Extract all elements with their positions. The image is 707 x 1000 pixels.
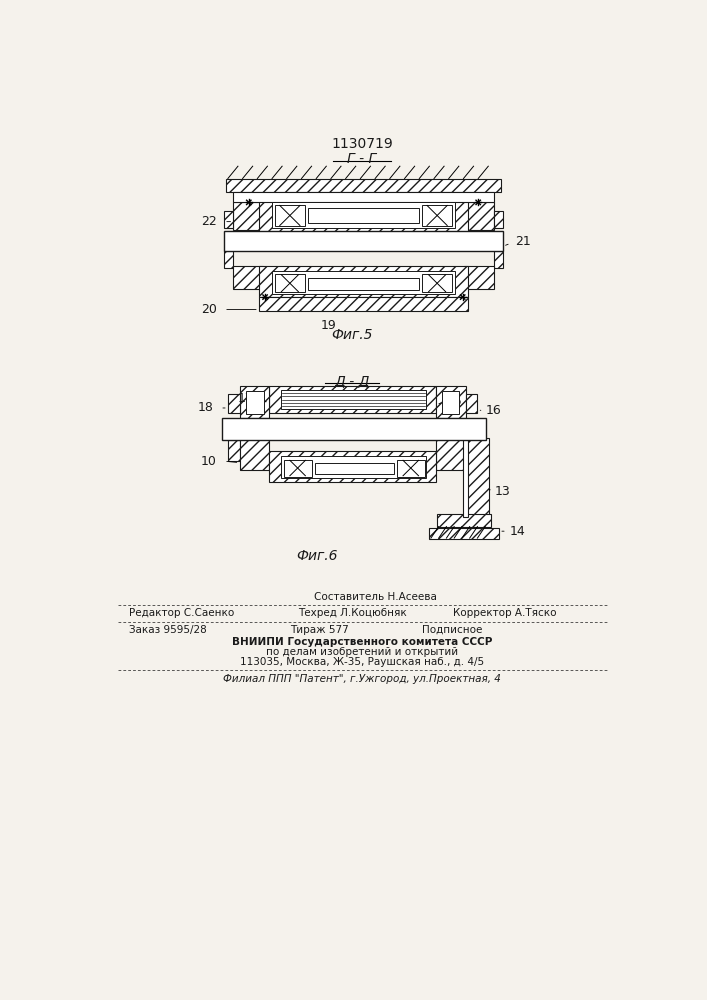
Bar [228, 440, 240, 461]
Bar [233, 192, 493, 202]
Bar [308, 278, 419, 290]
Text: 15: 15 [446, 395, 462, 408]
Text: Г - Г: Г - Г [347, 152, 377, 166]
Bar [272, 271, 455, 294]
Bar [308, 208, 419, 223]
Bar [224, 211, 233, 228]
Bar [228, 394, 240, 413]
Bar [422, 205, 452, 226]
Text: Заказ 9595/28: Заказ 9595/28 [129, 625, 206, 635]
Bar [275, 205, 305, 226]
Bar [466, 394, 477, 413]
Bar [493, 251, 503, 268]
Text: Тираж 577: Тираж 577 [290, 625, 349, 635]
Bar [437, 514, 491, 527]
Bar [464, 266, 493, 289]
Text: Фиг.5: Фиг.5 [331, 328, 373, 342]
Text: Составитель Н.Асеева: Составитель Н.Асеева [314, 592, 436, 602]
Text: 16: 16 [485, 404, 501, 417]
Text: Подписное: Подписное [421, 625, 482, 635]
Bar [466, 438, 489, 515]
Bar [224, 251, 233, 268]
Bar [275, 274, 305, 292]
Bar [422, 274, 452, 292]
Bar [240, 436, 269, 470]
Text: 13: 13 [494, 485, 510, 498]
Bar [259, 297, 468, 311]
Text: 20: 20 [201, 303, 217, 316]
Bar [233, 202, 263, 230]
Bar [269, 451, 436, 482]
Text: 22: 22 [201, 215, 217, 228]
Text: Корректор А.Тяско: Корректор А.Тяско [452, 608, 556, 618]
Bar [259, 266, 468, 297]
Text: 17: 17 [238, 392, 253, 405]
Text: Техред Л.Коцюбняк: Техред Л.Коцюбняк [298, 608, 407, 618]
Bar [436, 386, 466, 418]
Bar [247, 391, 264, 414]
Bar [284, 460, 312, 477]
Text: Д - Д: Д - Д [334, 374, 370, 388]
Text: 21: 21 [515, 235, 530, 248]
Text: Фиг.6: Фиг.6 [296, 549, 338, 563]
Bar [269, 386, 436, 413]
Text: 113035, Москва, Ж-35, Раушская наб., д. 4/5: 113035, Москва, Ж-35, Раушская наб., д. … [240, 657, 484, 667]
Text: Филиал ППП "Патент", г.Ужгород, ул.Проектная, 4: Филиал ППП "Патент", г.Ужгород, ул.Проек… [223, 674, 501, 684]
Bar [240, 386, 269, 418]
Bar [272, 202, 455, 228]
Bar [466, 440, 477, 461]
Bar [226, 179, 501, 192]
Bar [315, 463, 394, 474]
Bar [397, 460, 425, 477]
Bar [442, 391, 459, 414]
Bar [259, 197, 468, 232]
Bar [464, 202, 493, 230]
Text: Редактор С.Саенко: Редактор С.Саенко [129, 608, 234, 618]
Text: по делам изобретений и открытий: по делам изобретений и открытий [266, 647, 458, 657]
Bar [281, 390, 426, 409]
Bar [429, 528, 499, 539]
Text: ВНИИПИ Государственного комитета СССР: ВНИИПИ Государственного комитета СССР [232, 637, 492, 647]
Bar [223, 418, 486, 440]
Text: 18: 18 [198, 401, 214, 414]
Bar [493, 211, 503, 228]
Bar [224, 231, 503, 251]
Text: 1130719: 1130719 [331, 137, 393, 151]
Bar [281, 456, 426, 478]
Bar [233, 266, 263, 289]
Bar [462, 436, 468, 517]
Text: 14: 14 [510, 525, 526, 538]
Bar [436, 436, 466, 470]
Text: 19: 19 [321, 319, 337, 332]
Text: 10: 10 [201, 455, 217, 468]
